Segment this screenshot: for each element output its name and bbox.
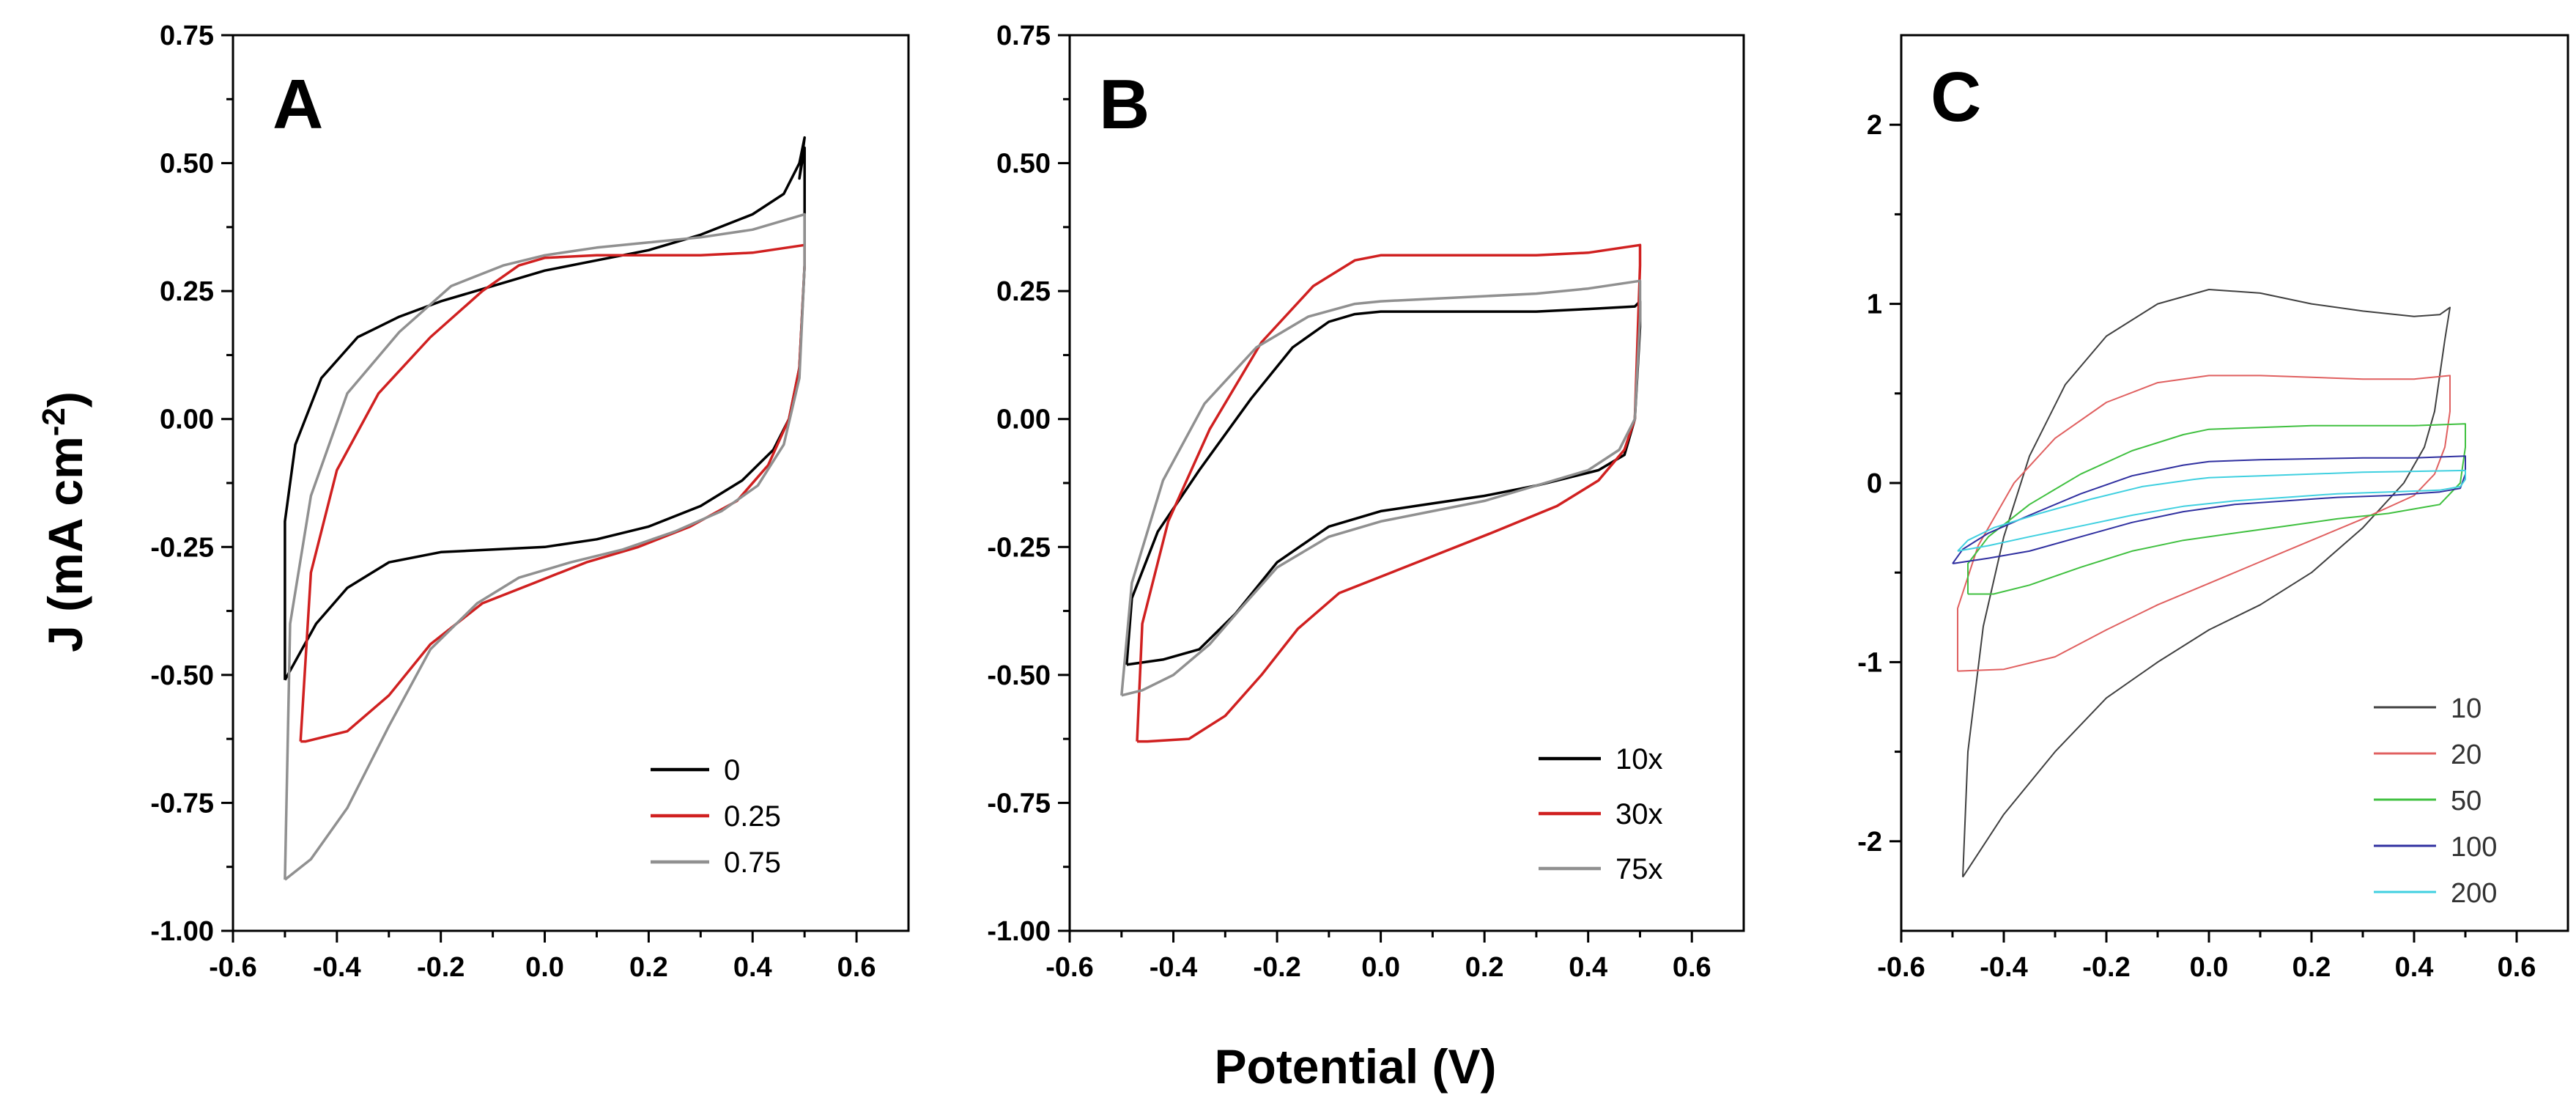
legend-label: 100 — [2451, 832, 2497, 863]
x-tick-label: -0.2 — [417, 952, 465, 983]
x-tick-label: 0.6 — [2498, 952, 2536, 983]
series-line-0.25 — [299, 243, 806, 743]
y-tick-label: 0.50 — [996, 149, 1051, 180]
series-line-50 — [1967, 423, 2466, 595]
x-tick-label: 0.6 — [837, 952, 876, 983]
x-tick-label: 0.2 — [629, 952, 668, 983]
series-line-10x — [1125, 300, 1642, 666]
panel-letter: B — [1099, 65, 1150, 144]
y-tick-label: -1 — [1857, 647, 1882, 678]
legend-label: 0 — [724, 754, 740, 786]
x-tick-label: -0.4 — [1980, 952, 2027, 983]
plot-frame — [1068, 34, 1745, 932]
y-axis-title: J (mA cm-2) — [36, 391, 92, 652]
y-tick-label: -1.00 — [150, 916, 214, 947]
panel-a: -0.6 -0.4 -0.2 0.0 0.2 0.4 0.6 -1.00 -0.75 -0.50 -… — [150, 21, 910, 983]
panel-c: -0.6 -0.4 -0.2 0.0 0.2 0.4 0.6 -2 -1 0 1 2 10 20 50 100… — [1857, 34, 2569, 983]
y-tick-label: 0.25 — [160, 276, 214, 307]
legend-label: 10 — [2451, 693, 2481, 724]
x-tick-label: 0.2 — [2292, 952, 2331, 983]
x-axis-title: Potential (V) — [1214, 1039, 1496, 1094]
y-tick-label: -0.75 — [150, 788, 214, 819]
y-tick-label: -1.00 — [987, 916, 1051, 947]
legend-label: 20 — [2451, 740, 2481, 770]
series-line-30x — [1136, 243, 1642, 743]
x-tick-label: -0.6 — [209, 952, 256, 983]
x-tick-label: 0.0 — [1361, 952, 1400, 983]
x-tick-label: 0.4 — [733, 952, 772, 983]
y-tick-label: 0 — [1867, 468, 1882, 499]
y-tick-label: -0.75 — [987, 788, 1051, 819]
panel-b: -0.6 -0.4 -0.2 0.0 0.2 0.4 0.6 -1.00 -0.75 -0.50 -… — [987, 21, 1745, 983]
y-tick-label: -0.50 — [987, 660, 1051, 691]
y-tick-label: -0.50 — [150, 660, 214, 691]
x-tick-label: 0.0 — [2190, 952, 2229, 983]
x-tick-label: -0.6 — [1045, 952, 1093, 983]
x-tick-label: 0.6 — [1673, 952, 1711, 983]
series-line-100 — [1952, 455, 2466, 564]
series-line-75x — [1120, 279, 1642, 697]
x-tick-label: 0.4 — [1569, 952, 1607, 983]
series-line-20 — [1957, 375, 2451, 672]
legend-label: 0.75 — [724, 847, 781, 879]
legend-label: 200 — [2451, 878, 2497, 909]
y-tick-label: -0.25 — [987, 532, 1051, 563]
x-tick-label: -0.4 — [313, 952, 360, 983]
legend-label: 50 — [2451, 786, 2481, 816]
x-tick-label: 0.4 — [2395, 952, 2434, 983]
x-tick-label: -0.6 — [1877, 952, 1925, 983]
series-line-200 — [1957, 469, 2466, 552]
y-tick-label: 0.50 — [160, 149, 214, 180]
y-tick-label: 0.75 — [160, 21, 214, 51]
series-line-0.75 — [284, 213, 806, 881]
y-tick-label: -2 — [1857, 827, 1882, 858]
panel-letter: C — [1931, 58, 1981, 136]
y-tick-label: 2 — [1867, 110, 1882, 141]
y-tick-label: -0.25 — [150, 532, 214, 563]
x-tick-label: 0.0 — [525, 952, 564, 983]
legend-label: 30x — [1615, 798, 1663, 830]
series-line-0 — [284, 136, 806, 681]
y-tick-label: 0.25 — [996, 276, 1051, 307]
legend-label: 0.25 — [724, 800, 781, 833]
legend-label: 10x — [1615, 743, 1663, 775]
panel-letter: A — [273, 65, 323, 144]
x-tick-label: -0.2 — [1253, 952, 1300, 983]
y-tick-label: 1 — [1867, 290, 1882, 320]
y-tick-label: 0.75 — [996, 21, 1051, 51]
series-line-10 — [1962, 289, 2451, 878]
y-tick-label: 0.00 — [160, 405, 214, 435]
x-tick-label: -0.4 — [1150, 952, 1197, 983]
legend-label: 75x — [1615, 853, 1663, 885]
y-tick-label: 0.00 — [996, 405, 1051, 435]
x-tick-label: -0.2 — [2082, 952, 2130, 983]
x-tick-label: 0.2 — [1465, 952, 1504, 983]
